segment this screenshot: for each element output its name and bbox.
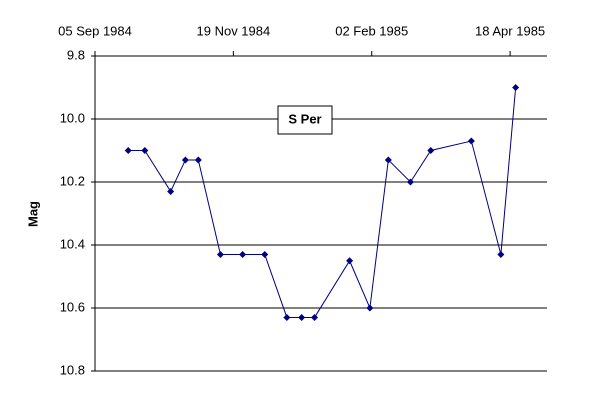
data-point xyxy=(181,156,189,164)
x-tick-label: 19 Nov 1984 xyxy=(197,23,271,38)
data-point xyxy=(497,250,505,258)
y-tick-label: 10.4 xyxy=(60,236,85,251)
data-point xyxy=(194,156,202,164)
x-tick-label: 18 Apr 1985 xyxy=(475,23,545,38)
data-point xyxy=(124,147,132,154)
annotation-box xyxy=(277,105,333,135)
data-point xyxy=(239,250,247,258)
data-point xyxy=(167,187,175,195)
data-point xyxy=(216,250,224,258)
x-tick-label: 02 Feb 1985 xyxy=(335,23,408,38)
y-tick-label: 10.8 xyxy=(60,362,85,377)
data-point xyxy=(366,304,374,312)
y-tick-label: 9.8 xyxy=(67,47,85,62)
y-tick-label: 10.0 xyxy=(60,110,85,125)
y-tick-label: 10.6 xyxy=(60,299,85,314)
x-tick-label: 05 Sep 1984 xyxy=(58,23,132,38)
y-tick-label: 10.2 xyxy=(60,173,85,188)
data-point xyxy=(512,84,520,91)
y-axis-label: Mag xyxy=(25,201,40,227)
data-point xyxy=(467,137,475,145)
data-point xyxy=(283,313,291,321)
data-point xyxy=(384,156,392,164)
data-point xyxy=(406,178,414,186)
data-point xyxy=(311,313,319,321)
data-point xyxy=(427,147,435,154)
annotation: S Per xyxy=(288,111,321,126)
data-point xyxy=(346,257,354,265)
data-point xyxy=(298,313,306,321)
data-point xyxy=(261,250,269,258)
data-point xyxy=(141,147,149,154)
